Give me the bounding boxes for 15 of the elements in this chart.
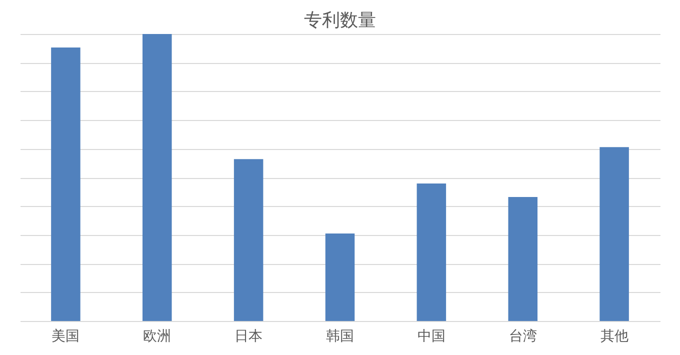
x-tick-label: 台湾 — [508, 328, 537, 344]
bar — [51, 47, 80, 321]
bar — [416, 184, 446, 321]
bar — [234, 159, 264, 321]
bar — [508, 197, 538, 321]
bar — [142, 34, 172, 321]
x-tick-label: 日本 — [234, 328, 263, 344]
x-tick-label: 韩国 — [326, 328, 354, 344]
x-tick-label: 其他 — [600, 328, 628, 344]
x-tick-label: 中国 — [417, 328, 446, 344]
x-tick-label: 美国 — [52, 328, 80, 344]
bar — [600, 147, 629, 321]
x-tick-label: 欧洲 — [143, 328, 172, 344]
bar — [325, 233, 355, 321]
chart-title: 专利数量 — [304, 10, 376, 31]
